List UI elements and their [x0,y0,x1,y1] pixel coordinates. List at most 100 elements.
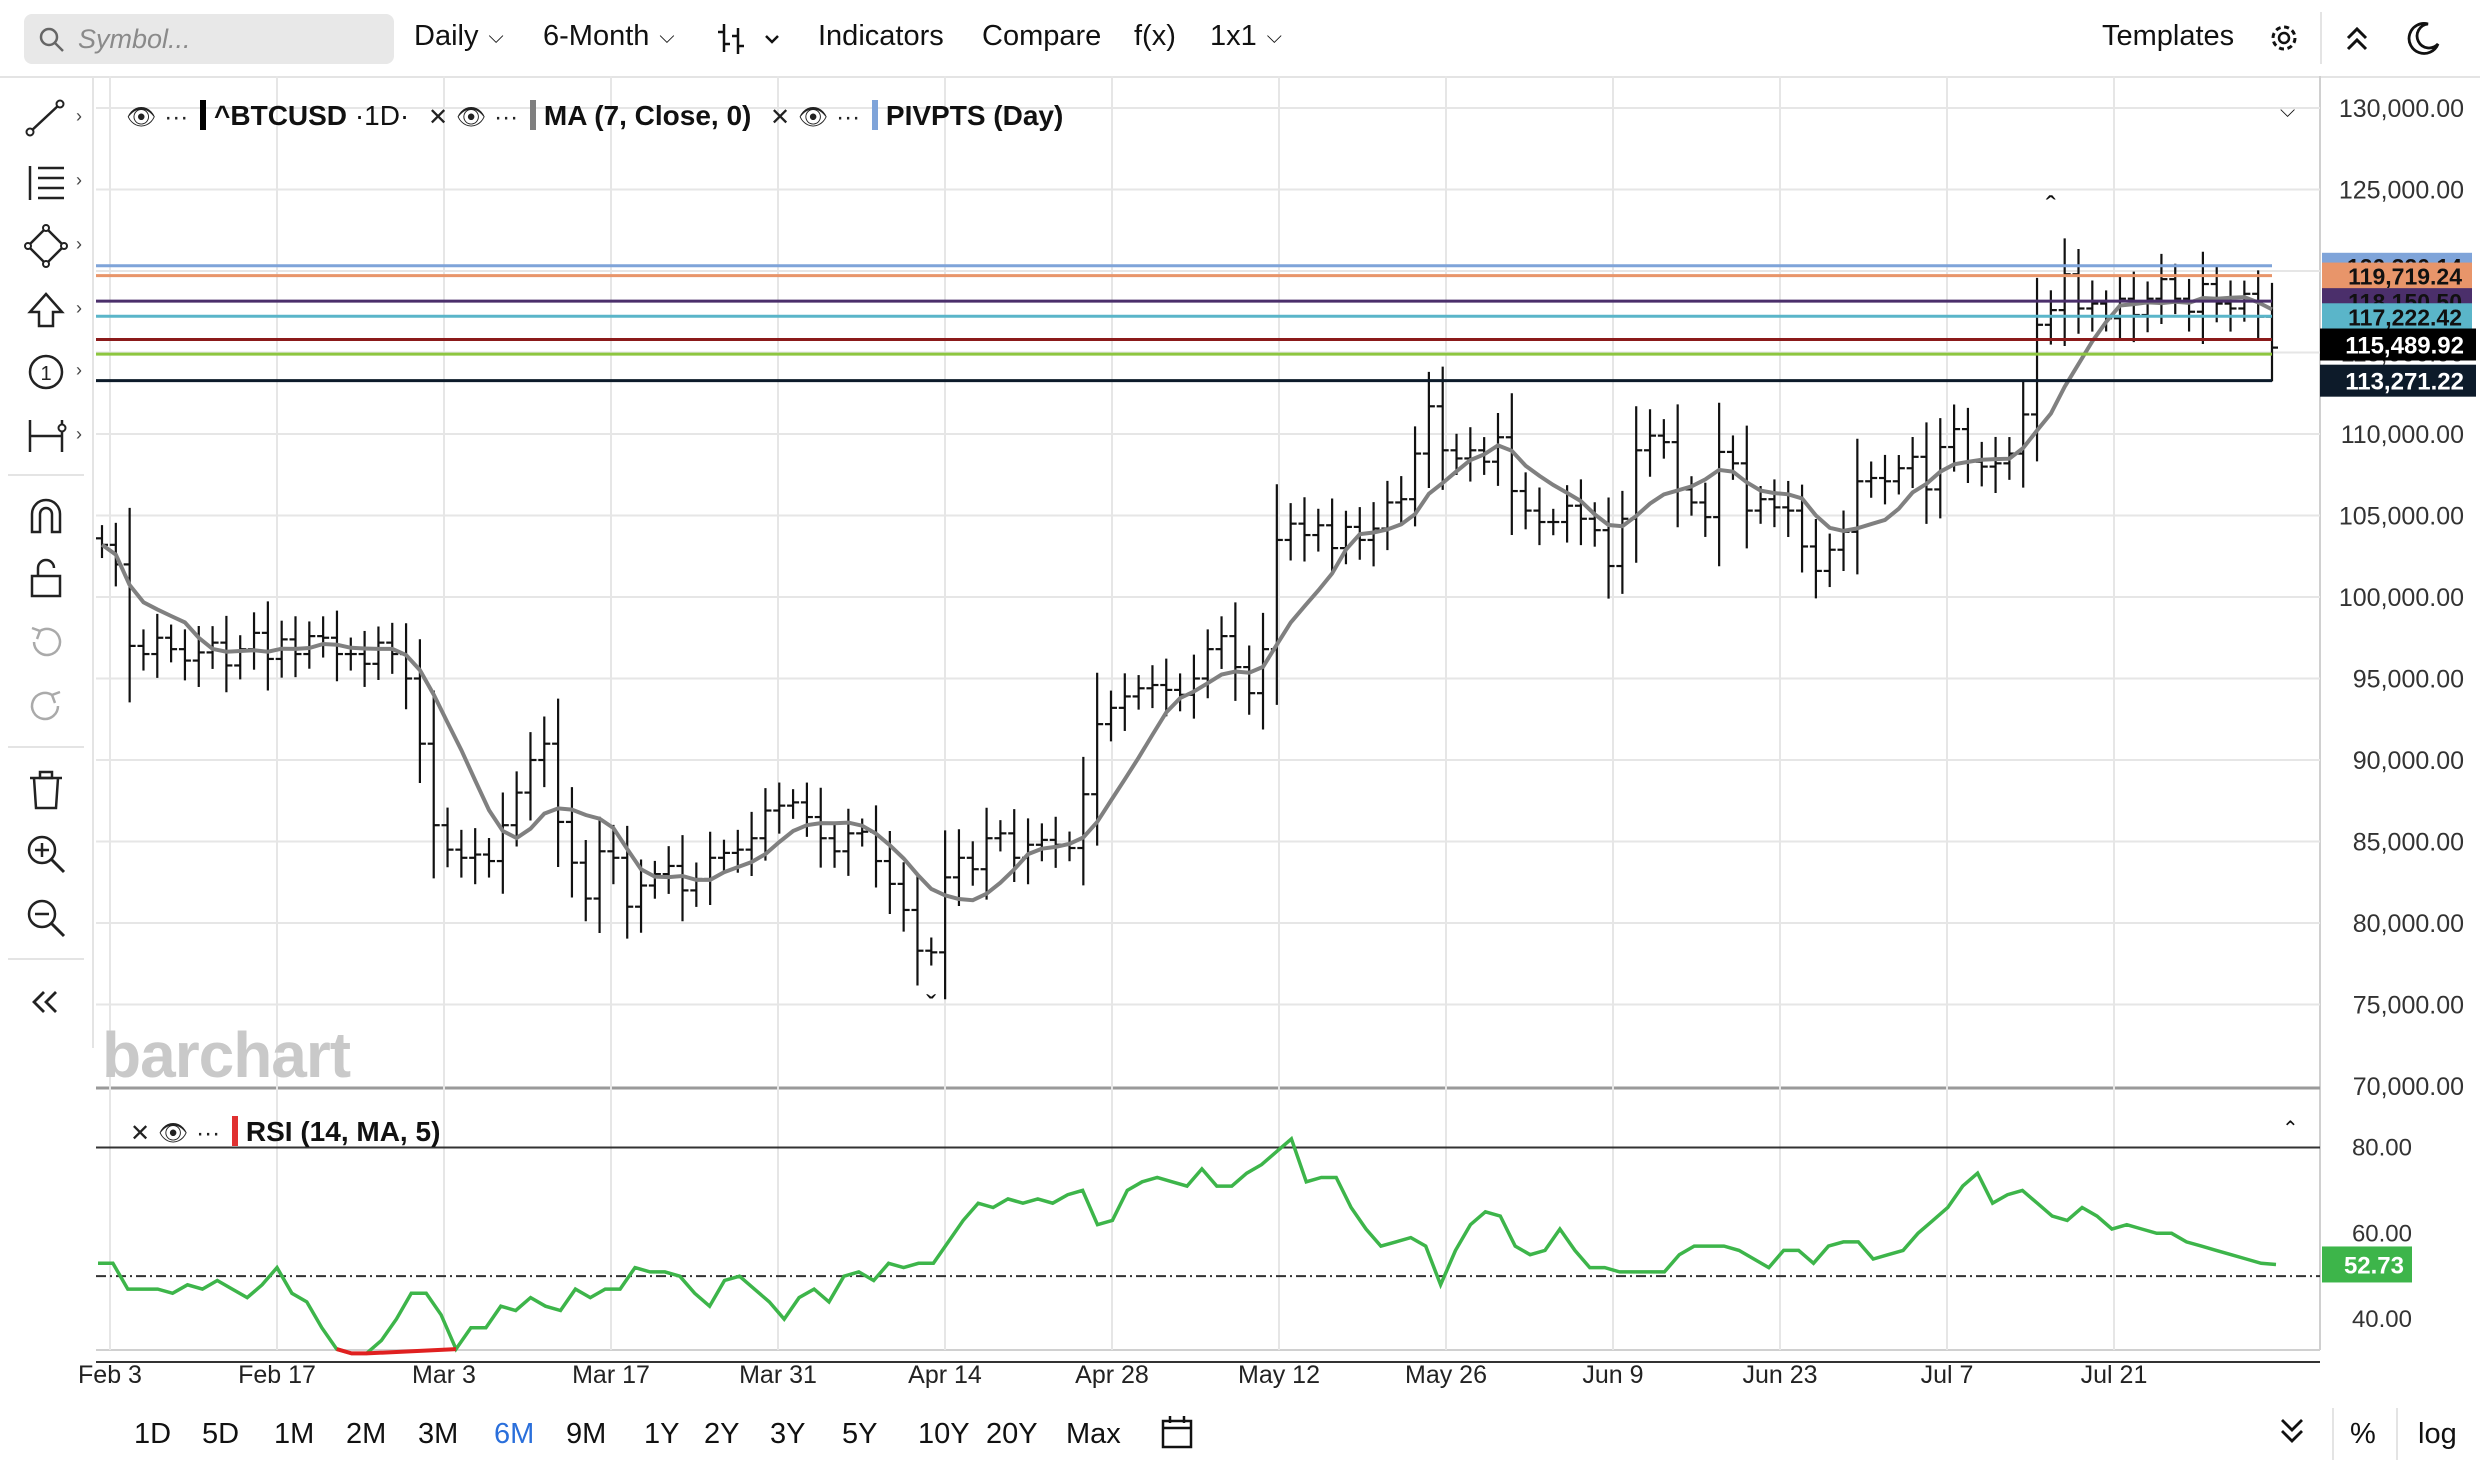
y-tick-label: 130,000.00 [2339,95,2464,123]
rsi-color-swatch [231,1116,238,1146]
ohlc-bar [952,829,965,906]
measure-tool[interactable]: › [24,414,82,458]
redo-button[interactable] [24,684,74,728]
ohlc-bars-icon [718,24,779,54]
close-icon[interactable]: ✕ [770,104,791,131]
eye-icon[interactable]: 👁︎ [157,1120,189,1147]
range-button-2y[interactable]: 2Y [704,1418,740,1450]
range-button-2m[interactable]: 2M [346,1418,387,1450]
range-button-max[interactable]: Max [1066,1418,1121,1450]
ohlc-bar [593,816,606,934]
ohlc-bar [579,839,592,922]
symbol-search[interactable] [24,14,394,64]
indicator-menu-ellipsis[interactable]: ··· [494,104,519,131]
range-button-5d[interactable]: 5D [202,1418,240,1450]
ohlc-bar [925,937,938,966]
ohlc-bar [897,862,910,932]
indicator-menu-ellipsis[interactable]: ··· [836,104,861,131]
eye-icon[interactable]: 👁︎ [455,104,487,131]
price-chart[interactable]: Feb 3 Feb 17 Mar 3 Mar 17 Mar 31 Apr 14 Apr 28… [0,0,2480,1400]
fibonacci-tool[interactable]: › [24,160,82,204]
symbol-search-input[interactable] [76,20,380,58]
ohlc-bar [1091,672,1104,846]
x-tick-label: Mar 31 [739,1361,817,1389]
ohlc-bar [1270,484,1283,705]
layout-dropdown[interactable]: 1x1 ⌵ [1210,20,1282,53]
function-button[interactable]: f(x) [1134,20,1176,52]
search-icon [39,27,64,52]
ohlc-bar [1450,433,1463,475]
chart-type-dropdown[interactable] [716,22,790,61]
date-range-picker[interactable] [1160,1414,1194,1458]
range-button-9m[interactable]: 9M [566,1418,607,1450]
trendline-icon [25,99,65,137]
range-button-3m[interactable]: 3M [418,1418,459,1450]
ohlc-bar [1284,503,1297,561]
magnet-mode-button[interactable] [24,494,74,538]
collapse-button[interactable] [2272,1410,2316,1454]
ohlc-bar [717,839,730,872]
unlock-icon [30,558,62,598]
ohlc-bar [1201,629,1214,699]
period-dropdown[interactable]: 6-Month ⌵ [543,20,675,53]
zoom-in-button[interactable] [24,832,74,876]
log-scale-toggle[interactable]: log [2418,1418,2457,1450]
gear-icon [2271,25,2297,51]
indicators-button[interactable]: Indicators [818,20,944,52]
eye-icon[interactable]: 👁︎ [797,104,829,131]
range-button-1y[interactable]: 1Y [644,1418,680,1450]
rsi-last-label: 52.73 [2344,1252,2404,1279]
chevron-up-icon: ⌃ [2282,1118,2299,1140]
range-button-1m[interactable]: 1M [274,1418,315,1450]
rsi-pane-toggle[interactable]: ⌃ [2282,1116,2299,1141]
ohlc-bar [1892,455,1905,495]
close-icon[interactable]: ✕ [130,1120,151,1147]
trendline-tool[interactable]: › [24,96,82,140]
ohlc-bar [1547,508,1560,536]
range-button-5y[interactable]: 5Y [842,1418,878,1450]
percent-scale-toggle[interactable]: % [2350,1418,2376,1450]
ohlc-bar [1906,437,1919,489]
chevron-down-icon: ⌵ [659,26,675,48]
ohlc-bar [1464,427,1477,482]
ohlc-bar [317,616,330,658]
ohlc-bar [856,818,869,847]
delete-drawings-button[interactable] [24,768,74,812]
top-toolbar: Daily⌵ 6-Month⌵ Indicators Compare f(x) … [0,0,2480,78]
range-button-1d[interactable]: 1D [134,1418,172,1450]
dark-mode-toggle[interactable] [2404,20,2442,63]
settings-button[interactable] [2266,20,2302,61]
interval-dropdown[interactable]: Daily ⌵ [414,20,504,53]
ohlc-bar [1671,404,1684,528]
ohlc-bar [565,787,578,898]
lock-drawings-button[interactable] [24,556,74,600]
ohlc-bar [524,732,537,821]
arrow-tool[interactable]: › [24,288,82,332]
ohlc-bar [980,807,993,900]
range-button-3y[interactable]: 3Y [770,1418,806,1450]
ohlc-bar [911,875,924,986]
legend-expand-toggle[interactable]: ⌵ [2280,100,2295,123]
range-button-10y[interactable]: 10Y [918,1418,970,1450]
shapes-tool[interactable]: › [24,224,82,268]
zoom-out-button[interactable] [24,896,74,940]
range-button-20y[interactable]: 20Y [986,1418,1038,1450]
annotation-tool[interactable]: 1 › [24,350,82,394]
indicator-menu-ellipsis[interactable]: ··· [196,1120,221,1147]
ohlc-bar [745,811,758,877]
collapse-toolbar-button[interactable] [2340,22,2374,61]
range-button-6m[interactable]: 6M [494,1418,535,1450]
ohlc-bar [538,716,551,788]
eye-icon[interactable]: 👁︎ [126,104,157,131]
close-icon[interactable]: ✕ [428,104,449,131]
series-menu-ellipsis[interactable]: ··· [164,104,189,131]
collapse-toolbar-button[interactable] [24,982,74,1026]
x-tick-label: Jun 9 [1582,1361,1643,1389]
interval-label: ·1D· [354,100,410,131]
ohlc-bar [344,637,357,671]
compare-button[interactable]: Compare [982,20,1102,52]
templates-button[interactable]: Templates [2102,20,2235,52]
barchart-watermark: barchart [102,1019,351,1091]
undo-button[interactable] [24,620,74,664]
pivot-price-label: 119,719.24 [2348,264,2462,290]
